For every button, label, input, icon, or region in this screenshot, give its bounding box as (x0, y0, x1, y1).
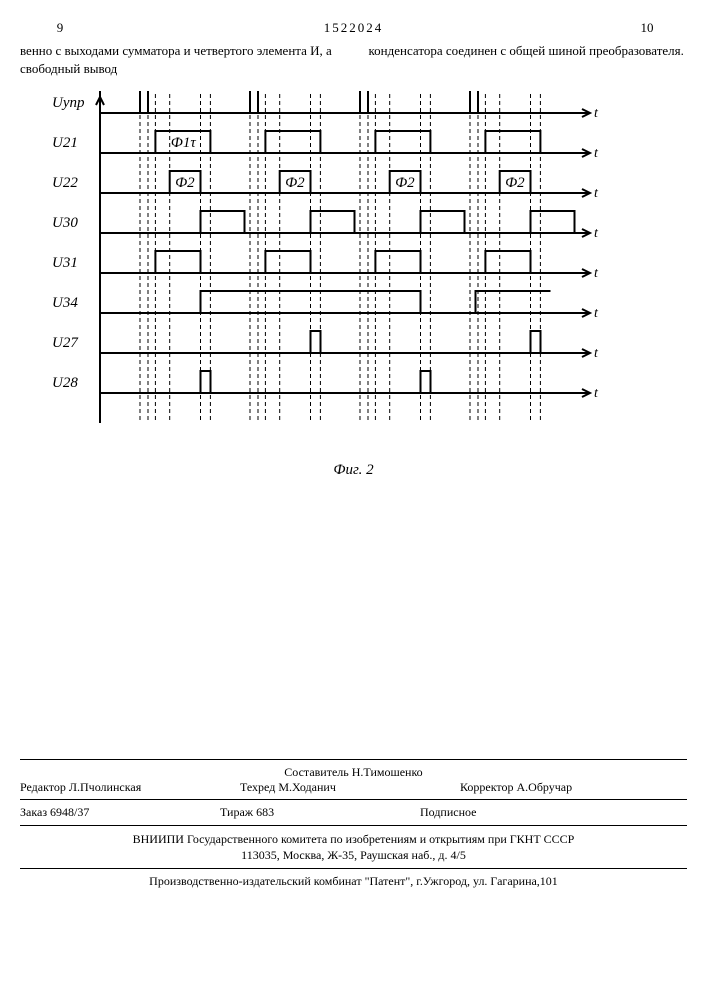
order-row: Заказ 6948/37 Тираж 683 Подписное (20, 799, 687, 826)
svg-text:U27: U27 (52, 335, 79, 351)
production-line: Производственно-издательский комбинат "П… (20, 868, 687, 889)
svg-text:Ф2: Ф2 (505, 175, 525, 191)
vniipi-line-2: 113035, Москва, Ж-35, Раушская наб., д. … (20, 847, 687, 863)
svg-text:t: t (594, 386, 599, 401)
footer: Составитель Н.Тимошенко Редактор Л.Пчоли… (20, 759, 687, 889)
svg-text:Ф2: Ф2 (285, 175, 305, 191)
figure-timing-diagram: tUупрtU21tU22tU30tU31tU34tU27tU28TФ1τФ2Ф… (20, 91, 687, 456)
page-number-right: 10 (607, 20, 687, 36)
credits-block: Составитель Н.Тимошенко Редактор Л.Пчоли… (20, 759, 687, 799)
editor: Редактор Л.Пчолинская (20, 780, 240, 795)
header-row: 9 1522024 10 (20, 20, 687, 36)
timing-diagram-svg: tUупрtU21tU22tU30tU31tU34tU27tU28TФ1τФ2Ф… (20, 91, 620, 451)
svg-text:Uупр: Uупр (52, 95, 85, 111)
tirazh: Тираж 683 (220, 805, 420, 820)
vniipi-block: ВНИИПИ Государственного комитета по изоб… (20, 826, 687, 868)
svg-text:t: t (594, 266, 599, 281)
page-number-left: 9 (20, 20, 100, 36)
svg-text:U34: U34 (52, 295, 78, 311)
podpisnoe: Подписное (420, 805, 687, 820)
svg-text:t: t (594, 226, 599, 241)
svg-text:t: t (594, 306, 599, 321)
svg-text:t: t (594, 146, 599, 161)
body-text-left: венно с выходами сумматора и четвертого … (20, 42, 339, 77)
svg-text:t: t (594, 106, 599, 121)
body-text-right: конденсатора соединен с общей шиной прео… (369, 42, 688, 77)
svg-text:U21: U21 (52, 135, 78, 151)
body-text: венно с выходами сумматора и четвертого … (20, 42, 687, 77)
svg-text:U30: U30 (52, 215, 78, 231)
svg-text:Ф1τ: Ф1τ (171, 135, 197, 151)
svg-text:U31: U31 (52, 255, 78, 271)
svg-text:U22: U22 (52, 175, 78, 191)
svg-text:Ф2: Ф2 (175, 175, 195, 191)
figure-caption: Фиг. 2 (20, 462, 687, 479)
document-number: 1522024 (100, 20, 607, 36)
svg-text:t: t (594, 186, 599, 201)
svg-text:Ф2: Ф2 (395, 175, 415, 191)
corrector: Корректор А.Обручар (460, 780, 687, 795)
vniipi-line-1: ВНИИПИ Государственного комитета по изоб… (20, 831, 687, 847)
svg-text:t: t (594, 346, 599, 361)
order-number: Заказ 6948/37 (20, 805, 220, 820)
svg-text:U28: U28 (52, 375, 78, 391)
techred: Техред М.Ходанич (240, 780, 460, 795)
composer: Составитель Н.Тимошенко (284, 765, 422, 780)
